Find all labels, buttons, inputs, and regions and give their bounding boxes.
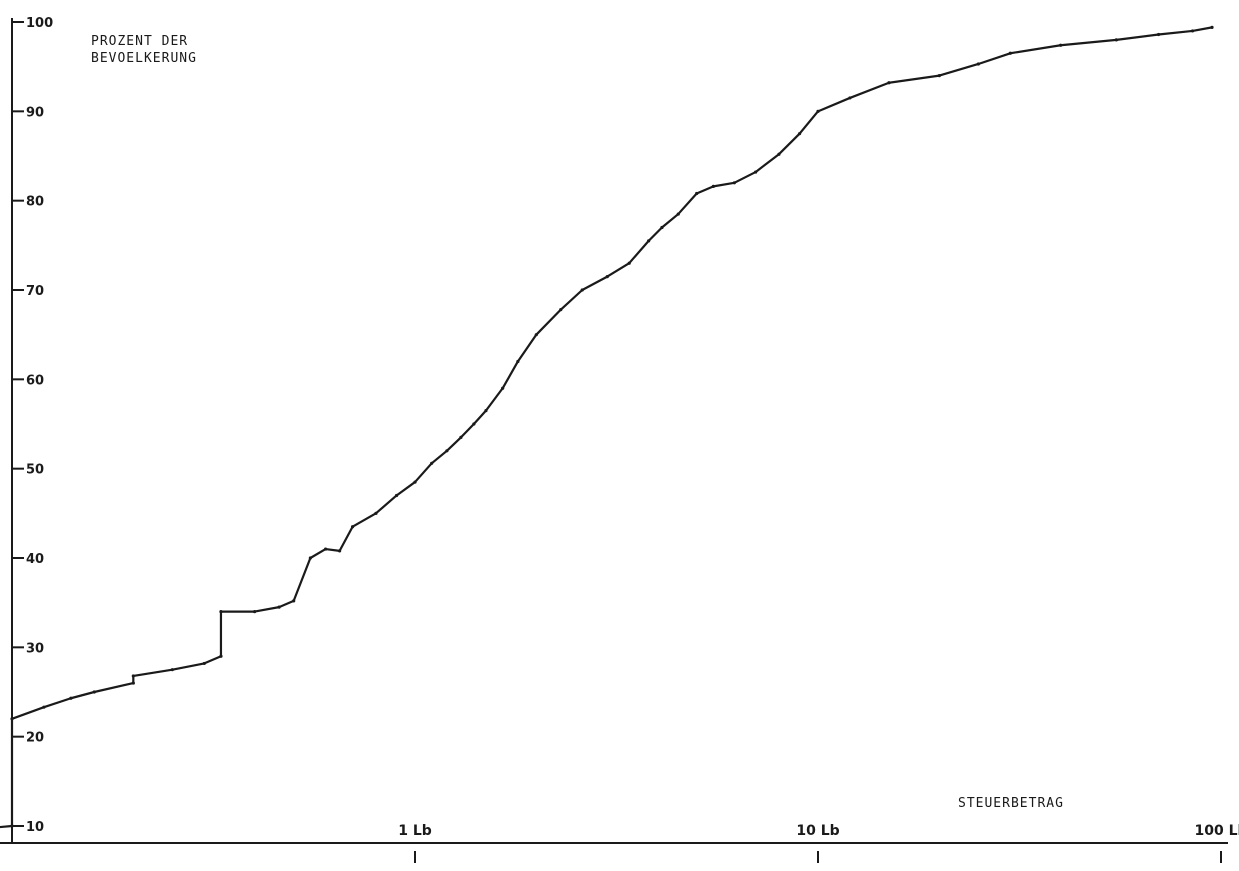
data-point	[937, 74, 941, 78]
y-tick-label: 80	[26, 195, 44, 210]
data-point	[131, 681, 135, 685]
data-point	[459, 435, 463, 439]
data-point	[660, 225, 664, 230]
data-point	[413, 480, 417, 484]
data-point	[1156, 32, 1161, 37]
data-point	[10, 717, 14, 721]
data-point	[559, 308, 563, 312]
data-point	[92, 690, 96, 694]
data-point	[695, 191, 699, 196]
series-points	[10, 25, 1214, 828]
data-point	[797, 132, 802, 136]
data-point	[976, 62, 980, 66]
y-tick-label: 60	[26, 373, 44, 388]
data-point	[627, 261, 631, 265]
data-point	[753, 170, 758, 174]
data-point	[534, 333, 538, 337]
data-point	[711, 184, 715, 188]
y-tick-label: 50	[26, 463, 44, 478]
data-point	[170, 668, 174, 672]
x-tick-label: 1 Lb	[398, 823, 432, 839]
data-point	[374, 511, 378, 515]
data-point	[848, 96, 852, 100]
data-point	[1008, 51, 1012, 55]
y-tick-label: 90	[26, 105, 44, 120]
data-point	[219, 610, 223, 614]
y-tick-label: 20	[26, 731, 44, 746]
data-point	[394, 493, 399, 498]
x-tick-label: 10 Lb	[796, 823, 839, 839]
y-ticks: 10 20 30 40 50 60 70 80 90 100	[12, 16, 53, 835]
data-point	[1190, 29, 1195, 33]
y-tick-label: 30	[26, 641, 44, 656]
data-point	[445, 449, 449, 453]
data-point	[1059, 43, 1063, 47]
data-point	[253, 610, 257, 614]
series-line	[0, 26, 1213, 829]
data-point	[219, 654, 223, 658]
data-point	[501, 386, 505, 390]
data-point	[338, 549, 342, 553]
data-point	[430, 461, 434, 465]
data-point	[308, 556, 312, 560]
x-tick-label: 100 Lb	[1194, 823, 1239, 839]
y-tick-label: 100	[26, 16, 53, 31]
data-point	[580, 288, 584, 292]
data-point	[69, 696, 73, 700]
y-axis-label-line2: BEVOELKERUNG	[91, 51, 197, 66]
data-point	[292, 599, 296, 603]
data-point	[1114, 38, 1118, 42]
data-point	[647, 239, 651, 243]
x-axis-label: STEUERBETRAG	[958, 796, 1064, 811]
y-tick-label: 40	[26, 552, 44, 567]
data-point	[484, 409, 488, 413]
y-tick-label: 70	[26, 284, 44, 299]
data-point	[516, 359, 520, 364]
data-point	[202, 661, 206, 666]
data-point	[472, 422, 476, 426]
data-point	[277, 605, 281, 609]
data-point	[42, 705, 46, 709]
data-point	[732, 181, 736, 185]
data-point	[10, 824, 14, 828]
data-point	[1210, 25, 1214, 29]
data-point	[777, 152, 781, 156]
data-point	[605, 275, 609, 279]
data-point	[887, 81, 891, 85]
data-point	[323, 547, 328, 551]
x-ticks: 1 Lb 10 Lb 100 Lb	[398, 823, 1239, 863]
data-point	[131, 674, 135, 678]
data-point	[350, 525, 355, 529]
y-tick-label: 10	[26, 820, 44, 835]
data-point	[816, 109, 820, 113]
y-axis-label-line1: PROZENT DER	[91, 34, 188, 49]
data-point	[676, 212, 680, 216]
